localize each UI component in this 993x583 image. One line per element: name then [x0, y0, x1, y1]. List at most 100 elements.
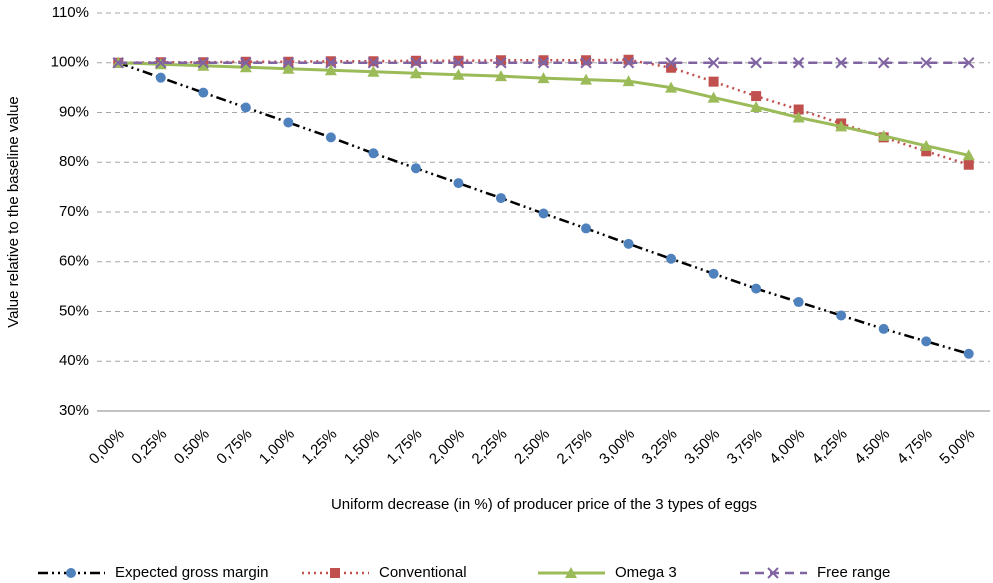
marker — [324, 64, 337, 76]
y-tick-label: 30% — [59, 402, 89, 419]
y-tick-label: 100% — [51, 54, 89, 71]
marker — [708, 268, 719, 279]
x-tick-label: 1,50% — [341, 426, 383, 468]
marker — [623, 54, 634, 65]
marker — [410, 55, 421, 66]
marker — [537, 57, 550, 69]
marker — [495, 193, 506, 204]
marker — [453, 55, 464, 66]
marker — [325, 56, 336, 67]
legend-marker — [565, 567, 577, 578]
x-tick-label: 2,25% — [469, 426, 511, 468]
legend-item: Omega 3 — [538, 564, 677, 581]
marker — [877, 129, 890, 141]
marker — [410, 57, 422, 69]
y-tick-label: 50% — [59, 302, 89, 319]
legend-item: Conventional — [302, 564, 467, 581]
marker — [409, 67, 422, 79]
x-tick-label: 5,00% — [936, 426, 978, 468]
marker — [239, 61, 252, 73]
legend-label: Omega 3 — [615, 564, 677, 581]
marker — [751, 91, 762, 102]
marker — [793, 297, 804, 308]
marker — [835, 57, 847, 69]
marker — [877, 57, 890, 69]
marker — [240, 57, 252, 69]
marker — [707, 91, 720, 103]
marker — [325, 57, 337, 69]
legend-marker — [330, 568, 340, 578]
marker — [410, 163, 421, 174]
legend-label: Free range — [817, 564, 890, 581]
legend-label: Expected gross margin — [115, 564, 268, 581]
marker — [623, 238, 634, 249]
marker — [666, 253, 677, 264]
x-tick-label: 3,25% — [639, 426, 681, 468]
marker — [792, 111, 805, 123]
x-tick-label: 4,50% — [851, 426, 893, 468]
y-axis-title: Value relative to the baseline value — [5, 96, 22, 328]
marker — [963, 159, 974, 170]
marker — [622, 57, 635, 69]
marker — [452, 57, 465, 69]
marker — [622, 75, 635, 87]
marker — [538, 55, 549, 66]
series — [112, 57, 975, 69]
marker — [580, 73, 593, 85]
marker — [368, 148, 379, 159]
marker — [367, 57, 380, 69]
marker — [836, 310, 847, 321]
marker — [367, 65, 380, 77]
marker — [155, 57, 167, 69]
marker — [750, 57, 762, 69]
marker — [793, 104, 804, 115]
marker — [963, 57, 975, 69]
marker — [707, 57, 720, 69]
marker — [112, 57, 124, 69]
marker — [921, 336, 932, 347]
y-tick-label: 60% — [59, 253, 89, 270]
marker — [920, 57, 932, 69]
legend-label: Conventional — [379, 564, 467, 581]
marker — [963, 348, 974, 359]
marker — [198, 87, 209, 98]
marker — [282, 62, 295, 74]
x-axis-title: Uniform decrease (in %) of producer pric… — [331, 496, 757, 513]
x-tick-label: 3,50% — [681, 426, 723, 468]
marker — [452, 68, 465, 80]
x-tick-label: 2,75% — [554, 426, 596, 468]
marker — [921, 146, 932, 157]
x-tick-label: 3,75% — [724, 426, 766, 468]
y-tick-label: 40% — [59, 352, 89, 369]
marker — [792, 57, 805, 69]
marker — [537, 72, 550, 84]
marker — [920, 139, 933, 151]
legend-item: Expected gross margin — [38, 564, 268, 581]
marker — [538, 208, 549, 219]
marker — [581, 55, 592, 66]
marker — [580, 57, 592, 69]
x-tick-label: 1,25% — [298, 426, 340, 468]
marker — [962, 149, 975, 161]
marker — [665, 81, 678, 93]
marker — [453, 178, 464, 189]
y-tick-label: 90% — [59, 103, 89, 120]
marker — [325, 132, 336, 143]
marker — [197, 57, 210, 69]
y-tick-label: 70% — [59, 203, 89, 220]
x-tick-label: 2,50% — [511, 426, 553, 468]
x-tick-label: 0,25% — [128, 426, 170, 468]
marker — [283, 117, 294, 128]
marker — [666, 62, 677, 73]
marker — [155, 72, 166, 83]
x-tick-label: 4,00% — [766, 426, 808, 468]
marker — [494, 70, 507, 82]
marker — [368, 56, 379, 67]
x-tick-label: 0,00% — [86, 426, 128, 468]
y-tick-label: 110% — [52, 4, 89, 21]
marker — [665, 57, 677, 69]
marker — [708, 76, 719, 87]
legend-marker — [767, 567, 779, 579]
x-tick-label: 1,75% — [383, 426, 425, 468]
